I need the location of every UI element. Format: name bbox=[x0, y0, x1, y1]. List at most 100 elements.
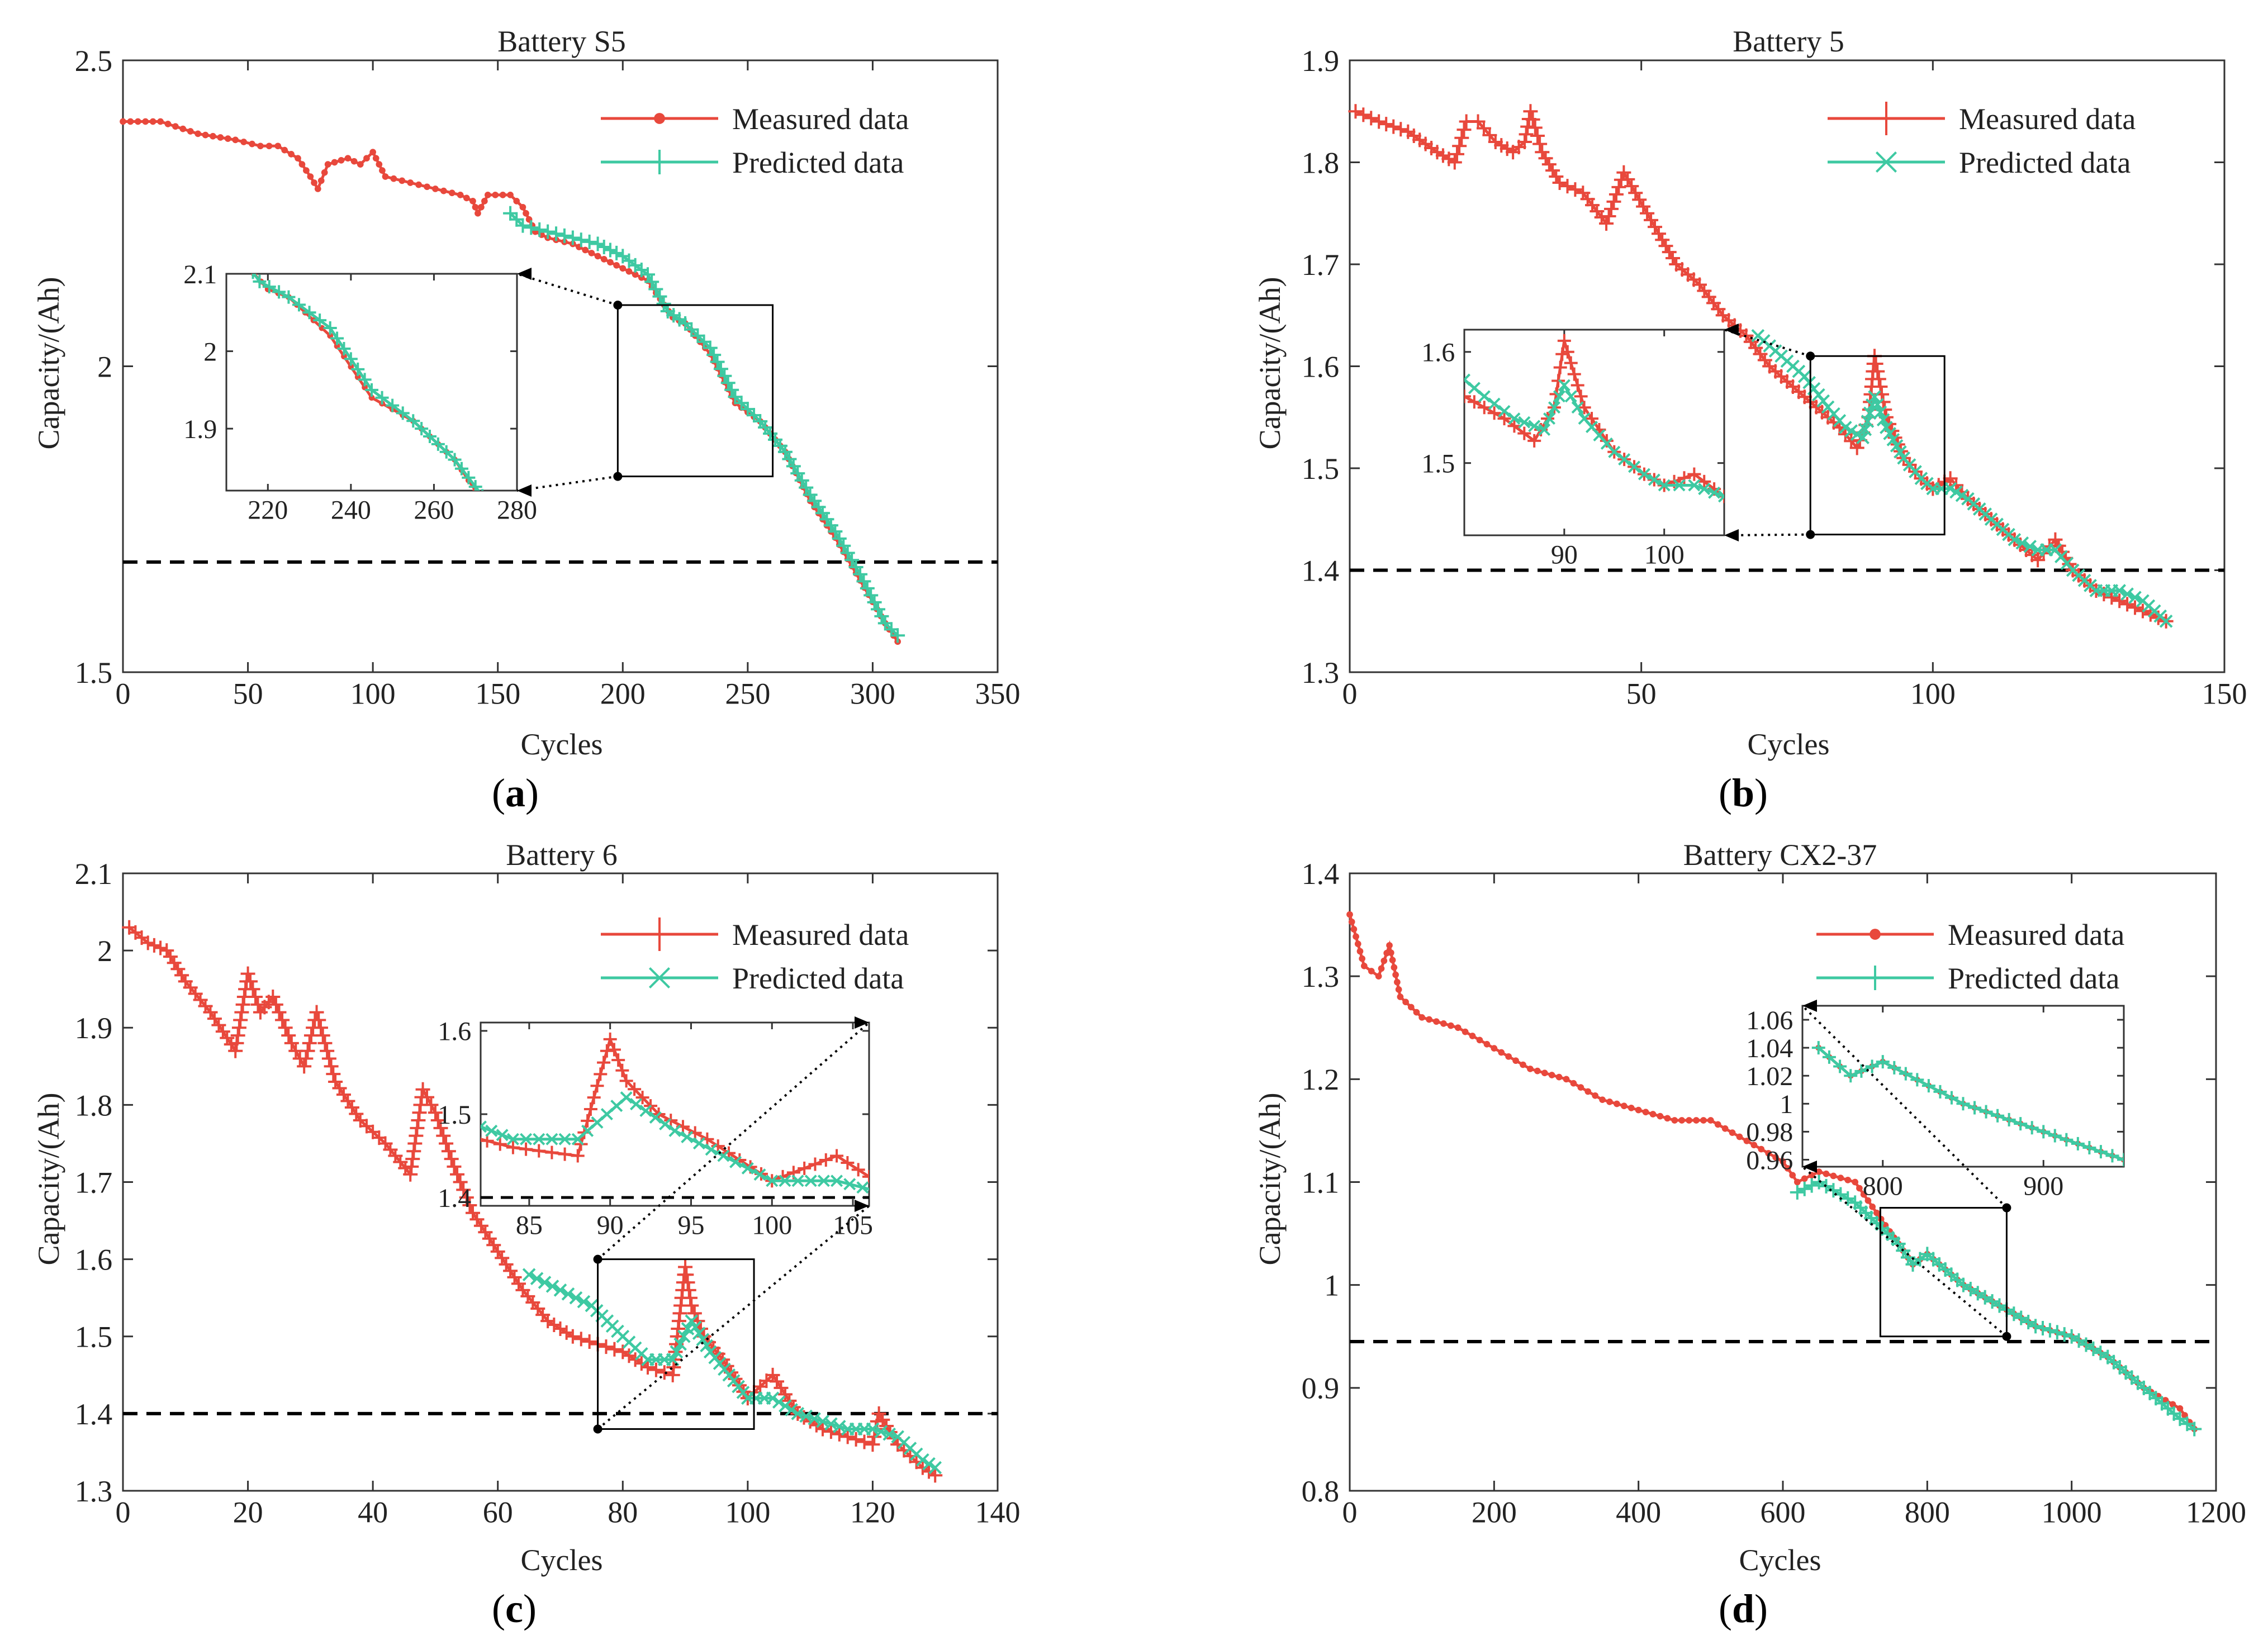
data-point-measured bbox=[1497, 412, 1511, 426]
data-point-predicted bbox=[817, 1175, 830, 1187]
y-tick-label: 1.1 bbox=[1302, 1166, 1340, 1199]
data-point-predicted bbox=[1688, 479, 1701, 492]
data-point-measured bbox=[523, 210, 529, 217]
x-tick-label: 800 bbox=[1905, 1496, 1950, 1529]
data-point-measured bbox=[683, 1290, 698, 1305]
legend-swatch-marker bbox=[1875, 151, 1897, 173]
data-point-measured bbox=[823, 1424, 838, 1439]
data-point-measured bbox=[187, 128, 194, 135]
inset-plot: 85 90 95 100 105 1.4 1.5 1.6 bbox=[438, 1017, 873, 1240]
data-point-predicted bbox=[282, 290, 296, 304]
data-point-predicted bbox=[481, 1120, 487, 1133]
zoom-connector-arrowhead bbox=[855, 1200, 869, 1212]
zoom-connector-dot bbox=[593, 1424, 602, 1434]
x-tick-label: 50 bbox=[233, 677, 263, 711]
x-tick-label: 200 bbox=[1472, 1496, 1517, 1529]
data-point-measured bbox=[1830, 1172, 1837, 1180]
data-point-predicted bbox=[832, 1420, 846, 1433]
data-point-measured bbox=[1447, 1022, 1454, 1029]
data-point-measured bbox=[230, 1028, 245, 1043]
data-point-predicted bbox=[710, 354, 725, 369]
inset-y-tick-label: 1.04 bbox=[1746, 1034, 1793, 1063]
data-point-measured bbox=[298, 161, 306, 168]
data-point-measured bbox=[1364, 111, 1379, 126]
data-point-predicted bbox=[375, 391, 389, 405]
data-point-predicted bbox=[1871, 398, 1885, 411]
zoom-connector-dot bbox=[2002, 1332, 2011, 1341]
data-point-measured bbox=[459, 1190, 474, 1205]
data-point-measured bbox=[430, 1113, 445, 1128]
data-point-measured bbox=[1464, 389, 1471, 403]
data-point-predicted bbox=[696, 1333, 710, 1347]
data-point-predicted bbox=[468, 480, 482, 491]
data-point-predicted bbox=[1883, 427, 1896, 440]
data-point-measured bbox=[1359, 955, 1365, 962]
data-point-predicted bbox=[1899, 1067, 1913, 1081]
data-point-predicted bbox=[415, 422, 429, 436]
inset-x-tick-label: 800 bbox=[1863, 1171, 1903, 1201]
data-point-measured bbox=[157, 118, 164, 125]
data-point-predicted bbox=[1673, 479, 1686, 492]
data-point-predicted bbox=[620, 1091, 633, 1104]
data-point-predicted bbox=[690, 328, 705, 343]
inset-plot-frame bbox=[480, 1021, 870, 1207]
data-point-measured bbox=[179, 125, 187, 132]
data-point-measured bbox=[1871, 372, 1886, 387]
data-point-measured bbox=[640, 1360, 655, 1375]
data-point-predicted bbox=[503, 206, 518, 221]
x-axis-label: Cycles bbox=[521, 1543, 603, 1577]
data-point-measured bbox=[217, 134, 224, 141]
legend-label: Measured data bbox=[1948, 918, 2124, 952]
data-point-predicted bbox=[1648, 473, 1660, 486]
data-point-measured bbox=[1517, 135, 1532, 149]
panel-caption-b: (b) bbox=[1719, 771, 1768, 815]
y-tick-label: 1.6 bbox=[1302, 350, 1340, 383]
y-axis-label: Capacity/(Ah) bbox=[32, 1093, 65, 1266]
data-point-measured bbox=[1449, 146, 1464, 161]
data-point-predicted bbox=[2049, 1325, 2065, 1340]
data-point-measured bbox=[1604, 201, 1619, 216]
data-point-measured bbox=[1426, 1016, 1432, 1023]
data-point-measured bbox=[1555, 1073, 1563, 1081]
data-point-predicted bbox=[1880, 421, 1893, 434]
data-point-measured bbox=[1538, 151, 1553, 166]
legend: Measured data Predicted data bbox=[601, 102, 909, 179]
data-point-predicted bbox=[668, 1124, 681, 1137]
data-point-predicted bbox=[866, 1422, 880, 1436]
zoom-region-box bbox=[1809, 355, 1946, 536]
data-point-predicted bbox=[741, 1162, 754, 1175]
data-point-measured bbox=[268, 997, 283, 1012]
data-point-measured bbox=[1525, 112, 1540, 127]
panel-b-battery-5: 0 50 100 150 1.3 1.4 1.5 1.6 1.7 1.8 1.9 90 100 1.5 1.… bbox=[1253, 25, 2247, 761]
data-point-predicted bbox=[545, 1280, 559, 1293]
data-point-measured bbox=[1750, 1142, 1758, 1149]
data-point-measured bbox=[2169, 1401, 2176, 1408]
data-point-measured bbox=[1789, 1172, 1796, 1179]
data-point-predicted bbox=[557, 228, 572, 243]
data-point-measured bbox=[607, 259, 614, 266]
zoom-connector-arrowhead bbox=[517, 484, 532, 497]
data-point-measured bbox=[1873, 1209, 1880, 1216]
data-point-predicted bbox=[520, 1133, 533, 1145]
data-point-measured bbox=[412, 1105, 427, 1120]
data-point-predicted bbox=[1468, 382, 1481, 394]
data-point-predicted bbox=[1790, 1185, 1805, 1200]
data-point-measured bbox=[234, 1005, 249, 1020]
data-point-measured bbox=[808, 1157, 822, 1171]
data-point-predicted bbox=[358, 373, 372, 387]
y-tick-label: 1.7 bbox=[1302, 248, 1340, 282]
data-point-measured bbox=[819, 1153, 833, 1167]
data-point-predicted bbox=[351, 362, 365, 376]
data-point-measured bbox=[2104, 590, 2119, 605]
data-point-predicted bbox=[678, 316, 693, 331]
data-point-measured bbox=[153, 940, 168, 955]
data-point-measured bbox=[1736, 1133, 1743, 1140]
data-point-predicted bbox=[1865, 1059, 1879, 1073]
data-point-measured bbox=[1599, 216, 1614, 231]
data-point-measured bbox=[1570, 1080, 1577, 1087]
zoom-region-box bbox=[597, 1258, 755, 1430]
data-point-measured bbox=[1348, 918, 1355, 925]
data-point-measured bbox=[478, 203, 485, 211]
x-axis-label: Cycles bbox=[521, 728, 603, 761]
data-point-measured bbox=[1560, 345, 1574, 359]
